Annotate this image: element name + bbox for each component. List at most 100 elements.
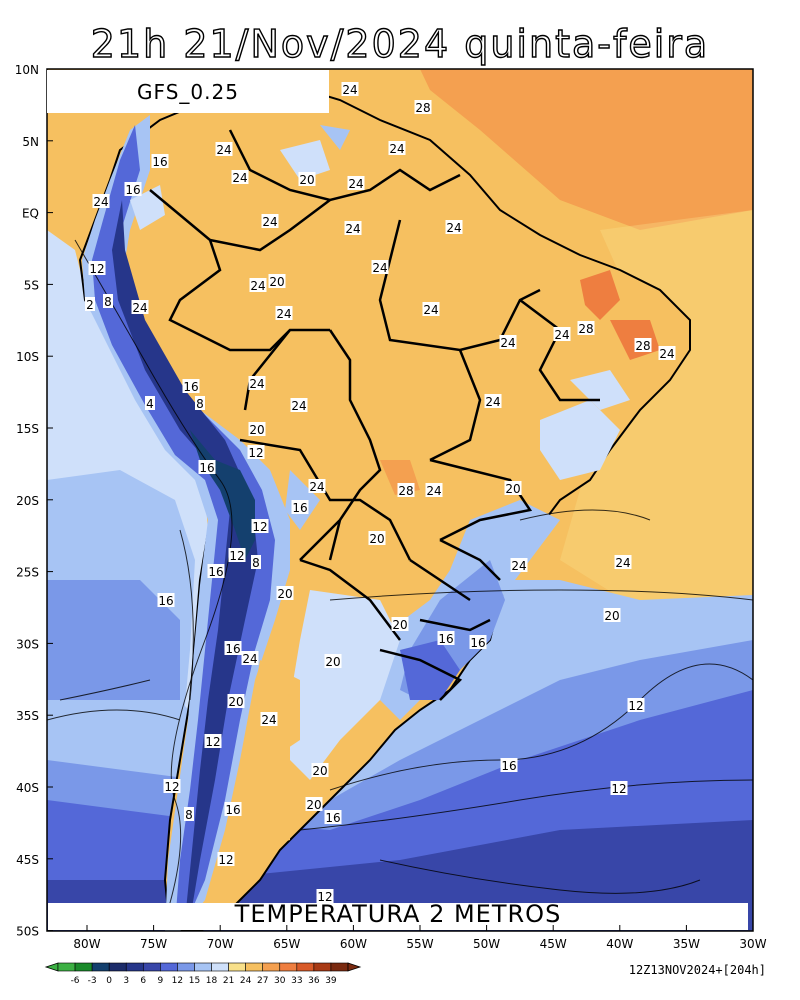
contour-label: 24 <box>345 222 360 236</box>
contour-label: 24 <box>389 142 404 156</box>
model-label-box <box>47 70 329 113</box>
colorbar-swatch <box>228 962 246 972</box>
contour-label-bg <box>85 297 95 311</box>
map-title: 21h 21/Nov/2024 quinta-feira <box>90 21 710 66</box>
latitude-axis: 10N 5N EQ 5S 10S 15S 20S 25S 30S 35S 40S 45S 50S <box>15 63 53 939</box>
colorbar-tick-label: 15 <box>189 976 200 986</box>
colorbar-tick-label: 21 <box>223 976 234 986</box>
contour-label: 20 <box>228 695 243 709</box>
contour-label-bg <box>553 327 571 341</box>
lon-tick-label: 50W <box>473 937 500 951</box>
contour-label: 24 <box>348 177 363 191</box>
contour-label: 24 <box>249 377 264 391</box>
contour-label-bg <box>414 100 432 114</box>
lon-tick-label: 75W <box>140 937 167 951</box>
contour-label: 16 <box>158 594 173 608</box>
contour-label-bg <box>182 379 200 393</box>
contour-label: 16 <box>225 803 240 817</box>
contour-label: 24 <box>132 301 147 315</box>
contour-label-bg <box>276 586 294 600</box>
contour-label: 20 <box>325 655 340 669</box>
contour-label-bg <box>247 445 265 459</box>
contour-label-bg <box>184 807 194 821</box>
contour-label-bg <box>268 274 286 288</box>
colorbar-tick-label: 27 <box>257 976 268 986</box>
contour-label-bg <box>577 321 595 335</box>
colorbar-swatch <box>313 962 332 972</box>
colorbar-tick-label: -6 <box>71 976 80 986</box>
contour-label: 16 <box>125 183 140 197</box>
contour-label: 12 <box>628 699 643 713</box>
colorbar-tick-label: 9 <box>157 976 163 986</box>
lat-tick-label: 35S <box>16 709 39 723</box>
contour-label: 24 <box>216 143 231 157</box>
variable-label: TEMPERATURA 2 METROS <box>234 900 562 928</box>
contour-label-bg <box>347 176 365 190</box>
contour-label: 20 <box>249 423 264 437</box>
contour-label: 20 <box>306 798 321 812</box>
colorbar-swatch <box>245 962 264 972</box>
variable-label-box <box>48 903 748 930</box>
lat-tick-label: EQ <box>22 207 39 221</box>
contour-label: 24 <box>232 171 247 185</box>
contour-label: 12 <box>164 780 179 794</box>
lat-tick-label: 30S <box>16 637 39 651</box>
contour-label: 24 <box>554 328 569 342</box>
contour-label: 28 <box>398 484 413 498</box>
contour-label-bg <box>500 758 518 772</box>
lon-tick-label: 45W <box>540 937 567 951</box>
contour-label: 16 <box>199 461 214 475</box>
contour-label: 24 <box>250 279 265 293</box>
contour-label-bg <box>88 261 106 275</box>
contour-label-bg <box>290 398 308 412</box>
contour-label-bg <box>504 481 522 495</box>
contour-label: 20 <box>277 587 292 601</box>
colorbar-tick-label: 12 <box>172 976 183 986</box>
contour-label-bg <box>227 694 245 708</box>
country-borders <box>149 129 600 701</box>
contour-label: 20 <box>392 618 407 632</box>
colorbar: -6 -3 0 3 6 9 12 15 18 21 24 27 30 33 36 39 <box>44 962 362 986</box>
contour-label-bg <box>103 294 113 308</box>
contour-label-bg <box>425 483 443 497</box>
contour-label-bg <box>251 555 261 569</box>
colorbar-tick-label: 18 <box>206 976 218 986</box>
colorbar-swatch <box>330 962 349 972</box>
contour-label-bg <box>124 182 142 196</box>
contour-label: 16 <box>438 632 453 646</box>
colorbar-tick-label: 33 <box>291 976 302 986</box>
contour-label-bg <box>316 889 334 903</box>
lon-tick-label: 65W <box>273 937 300 951</box>
contour-label-bg <box>241 651 259 665</box>
contour-label: 8 <box>252 556 260 570</box>
contour-label: 12 <box>205 735 220 749</box>
colorbar-tick-label: 39 <box>325 976 337 986</box>
contour-label: 24 <box>659 347 674 361</box>
contour-label-bg <box>311 763 329 777</box>
contour-label: 20 <box>604 609 619 623</box>
colorbar-tick-label: 0 <box>106 976 112 986</box>
contour-label-bg <box>324 654 342 668</box>
colorbar-tick-label: -3 <box>88 976 97 986</box>
contour-label: 28 <box>578 322 593 336</box>
colorbar-swatch <box>194 962 212 972</box>
contour-label: 24 <box>93 195 108 209</box>
lat-tick-label: 20S <box>16 494 39 508</box>
colorbar-tick-label: 3 <box>123 976 129 986</box>
colorbar-tick-label: 36 <box>308 976 320 986</box>
contour-label: 12 <box>229 549 244 563</box>
contour-label-bg <box>92 194 110 208</box>
contour-label-bg <box>231 170 249 184</box>
colorbar-arrow-right <box>347 962 362 972</box>
contour-label-bg <box>261 214 279 228</box>
contour-label-bg <box>305 797 323 811</box>
contour-label-bg <box>195 396 205 410</box>
contour-label: 24 <box>309 480 324 494</box>
contour-label-bg <box>198 460 216 474</box>
contour-label: 20 <box>505 482 520 496</box>
contour-label-bg <box>260 712 278 726</box>
contour-label-bg <box>484 394 502 408</box>
contour-label-bg <box>341 82 359 96</box>
lon-tick-label: 30W <box>739 937 766 951</box>
contour-label-bg <box>215 142 233 156</box>
